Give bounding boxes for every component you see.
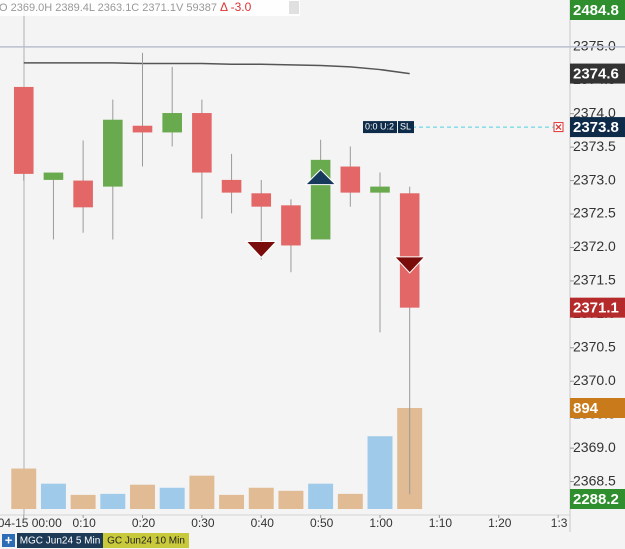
add-button[interactable] bbox=[2, 534, 15, 547]
x-tick-label: 0:20 bbox=[132, 516, 156, 530]
order-marker bbox=[245, 241, 278, 259]
candle-body bbox=[73, 180, 93, 208]
candle-body bbox=[192, 113, 212, 173]
y-tick-label: 2374.0 bbox=[573, 104, 616, 120]
candle-body bbox=[221, 179, 242, 193]
y-tick-label: 2368.5 bbox=[573, 472, 616, 488]
close-icon bbox=[555, 124, 562, 131]
x-tick-label: 04-15 00:00 bbox=[0, 516, 62, 530]
ohlc-header: O 2369.0H 2389.4L 2363.1C 2371.1V 59387 bbox=[0, 2, 217, 14]
candle-body bbox=[340, 166, 361, 193]
chart-tab-label: GC Jun24 10 Min bbox=[107, 536, 185, 547]
stop-box bbox=[363, 121, 397, 134]
volume-bar bbox=[219, 494, 245, 509]
candle-body bbox=[162, 113, 182, 133]
volume-bar bbox=[11, 468, 37, 509]
y-tick-label: 2373.0 bbox=[573, 171, 616, 187]
candle-body bbox=[132, 125, 153, 133]
y-tick-label: 2372.0 bbox=[573, 238, 616, 254]
price-tag-label: 894 bbox=[573, 400, 599, 417]
y-tick-label: 2370.5 bbox=[573, 338, 616, 354]
volume-bar bbox=[367, 436, 393, 509]
x-tick-label: 1:3 bbox=[551, 516, 568, 530]
price-tag bbox=[570, 398, 625, 418]
y-tick-label: 2375.0 bbox=[573, 38, 616, 54]
header-box bbox=[0, 0, 300, 16]
change-header: Δ -3.0 bbox=[220, 0, 252, 14]
price-tag-label: 2484.8 bbox=[573, 2, 619, 19]
chart-tab-label: MGC Jun24 5 Min bbox=[20, 536, 101, 547]
moving-average bbox=[23, 62, 410, 75]
price-tag bbox=[570, 297, 625, 318]
volume-bar bbox=[40, 483, 66, 509]
order-marker bbox=[304, 168, 337, 186]
volume-bar bbox=[337, 493, 363, 509]
price-tag-label: 2374.6 bbox=[573, 66, 619, 83]
add-icon: + bbox=[5, 532, 13, 547]
volume-bar bbox=[70, 494, 96, 509]
price-tag-label: 2373.8 bbox=[573, 119, 619, 136]
x-tick-label: 0:10 bbox=[72, 516, 96, 530]
y-tick-label: 2369.0 bbox=[573, 439, 616, 455]
volume-bar bbox=[130, 484, 155, 509]
price-tag bbox=[570, 63, 625, 84]
y-tick-label: 2371.5 bbox=[573, 272, 616, 288]
candle-body bbox=[281, 205, 301, 246]
price-tag bbox=[570, 489, 625, 509]
volume-bar bbox=[100, 493, 126, 509]
price-tag bbox=[570, 0, 625, 20]
candle-body bbox=[370, 186, 390, 193]
candle-body bbox=[13, 86, 34, 174]
y-tick-label: 2370.0 bbox=[573, 372, 616, 388]
chart-tab[interactable] bbox=[17, 533, 103, 548]
stop-tag: SL bbox=[400, 121, 411, 131]
candle-body bbox=[251, 193, 272, 207]
volume-bar bbox=[308, 483, 334, 509]
header-icon bbox=[289, 1, 299, 14]
x-tick-label: 1:20 bbox=[488, 516, 512, 530]
volume-bar bbox=[189, 475, 215, 509]
price-tag bbox=[570, 117, 625, 138]
chart-tab[interactable] bbox=[103, 533, 189, 548]
order-marker bbox=[393, 256, 426, 274]
price-tag-label: 2288.2 bbox=[573, 491, 619, 508]
x-tick-label: 1:10 bbox=[429, 516, 453, 530]
candle-body bbox=[399, 193, 420, 308]
x-tick-label: 1:00 bbox=[369, 516, 393, 530]
volume-bar bbox=[278, 490, 304, 509]
x-tick-label: 0:30 bbox=[191, 516, 215, 530]
price-tag-label: 2371.1 bbox=[573, 300, 619, 317]
x-tick-label: 0:40 bbox=[251, 516, 275, 530]
y-tick-label: 2373.5 bbox=[573, 138, 616, 154]
candle-body bbox=[43, 172, 64, 180]
stop-tag-box bbox=[398, 121, 414, 134]
stop-text: 0:0 U:2 bbox=[365, 121, 394, 131]
candle-body bbox=[103, 119, 123, 187]
x-tick-label: 0:50 bbox=[310, 516, 334, 530]
volume-bar bbox=[248, 487, 274, 509]
y-tick-label: 2372.5 bbox=[573, 205, 616, 221]
volume-bar bbox=[159, 487, 185, 509]
